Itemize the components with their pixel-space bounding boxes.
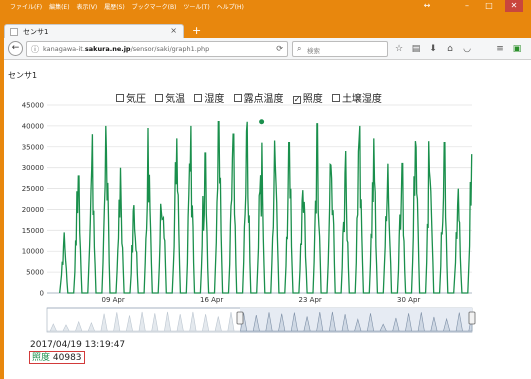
window-border xyxy=(0,12,4,379)
readout-value-box: 照度 40983 xyxy=(29,351,85,364)
y-tick-label: 40000 xyxy=(22,122,44,130)
new-tab-button[interactable]: + xyxy=(192,24,202,37)
x-axis: 09 Apr 16 Apr 23 Apr 30 Apr xyxy=(47,292,472,304)
menu-history[interactable]: 履歴(S) xyxy=(104,4,125,11)
tab-close-icon[interactable]: × xyxy=(170,26,177,35)
reload-icon[interactable]: ⟳ xyxy=(276,44,283,53)
info-icon[interactable]: ⓘ xyxy=(31,45,39,54)
y-tick-label: 35000 xyxy=(22,143,44,151)
y-tick-label: 45000 xyxy=(22,102,44,110)
navigator-area-unselected xyxy=(47,311,240,332)
illuminance-series-line xyxy=(59,121,473,294)
series-toggle-row: 気圧 気温 湿度 露点温度 ✓ 照度 土壌湿度 xyxy=(116,90,388,105)
minimize-button[interactable]: – xyxy=(465,1,469,10)
tab-sensor1[interactable]: センサ1 × xyxy=(4,24,184,38)
y-tick-label: 25000 xyxy=(22,185,44,193)
x-tick-label: 16 Apr xyxy=(200,296,223,304)
maximize-button[interactable]: □ xyxy=(485,1,493,10)
readout-date: 2017/04/19 13:19:47 xyxy=(30,340,126,350)
checkbox-box[interactable] xyxy=(116,94,124,102)
page-title: センサ1 xyxy=(8,71,38,80)
y-tick-label: 10000 xyxy=(22,248,44,256)
back-icon[interactable]: ← xyxy=(8,41,23,56)
checkbox-temperature[interactable]: 気温 xyxy=(155,90,185,105)
checkbox-dew-point[interactable]: 露点温度 xyxy=(233,90,284,105)
checkbox-box[interactable] xyxy=(331,94,340,102)
menu-tools[interactable]: ツール(T) xyxy=(183,4,210,11)
navigator-area-selected xyxy=(240,311,473,332)
y-tick-label: 15000 xyxy=(22,227,44,235)
menu-file[interactable]: ファイル(F) xyxy=(10,4,43,11)
navigator-handle-right[interactable] xyxy=(468,311,476,325)
checkbox-soil-moisture[interactable]: 土壌湿度 xyxy=(331,90,382,105)
tab-title: センサ1 xyxy=(23,28,49,36)
y-axis: 0 5000 10000 15000 20000 25000 30000 35000 40000… xyxy=(22,102,44,298)
page-icon xyxy=(10,28,18,36)
pocket-icon[interactable]: ◡ xyxy=(463,44,471,54)
illuminance-chart[interactable]: 0 5000 10000 15000 20000 25000 30000 35000 40000… xyxy=(4,100,524,338)
readout-label: 照度 xyxy=(32,353,51,363)
navigator-handle-left[interactable] xyxy=(236,311,244,325)
menu-icon[interactable]: ≡ xyxy=(496,44,504,54)
menu-bookmarks[interactable]: ブックマーク(B) xyxy=(131,4,177,11)
extension-icon[interactable]: ▣ xyxy=(512,44,522,54)
close-window-button[interactable]: ✕ xyxy=(505,0,523,12)
y-tick-label: 5000 xyxy=(26,269,44,277)
menu-help[interactable]: ヘルプ(H) xyxy=(216,4,244,11)
x-tick-label: 23 Apr xyxy=(299,296,322,304)
x-tick-label: 09 Apr xyxy=(102,296,125,304)
home-icon[interactable]: ⌂ xyxy=(447,44,453,54)
search-input[interactable]: ⌕ 検索 xyxy=(292,41,388,57)
search-icon: ⌕ xyxy=(297,44,302,53)
checkbox-box-checked[interactable]: ✓ xyxy=(292,95,301,104)
highlight-point xyxy=(259,119,265,125)
checkbox-box[interactable] xyxy=(194,94,203,102)
navigation-bar: ← ⓘ kanagawa-it.sakura.ne.jp/sensor/saki… xyxy=(4,38,531,60)
download-icon[interactable]: ⬇ xyxy=(429,44,437,54)
y-tick-label: 0 xyxy=(40,290,44,298)
checkbox-pressure[interactable]: 気圧 xyxy=(116,90,146,105)
menu-bar: ファイル(F) 編集(E) 表示(V) 履歴(S) ブックマーク(B) ツール(… xyxy=(10,2,249,11)
star-icon[interactable]: ☆ xyxy=(394,44,404,54)
x-tick-label: 30 Apr xyxy=(397,296,420,304)
menu-view[interactable]: 表示(V) xyxy=(76,4,98,11)
checkbox-box[interactable] xyxy=(155,94,164,102)
range-navigator[interactable] xyxy=(46,307,476,333)
menu-edit[interactable]: 編集(E) xyxy=(49,4,70,11)
restore-icon[interactable]: ↔ xyxy=(423,1,431,10)
reading-list-icon[interactable]: ▤ xyxy=(411,44,421,54)
checkbox-humidity[interactable]: 湿度 xyxy=(194,90,224,105)
url-text: kanagawa-it.sakura.ne.jp/sensor/saki/gra… xyxy=(43,45,210,53)
readout-value: 40983 xyxy=(52,353,82,363)
search-placeholder: 検索 xyxy=(307,47,320,55)
y-tick-label: 20000 xyxy=(22,206,44,214)
y-tick-label: 30000 xyxy=(22,164,44,172)
checkbox-box[interactable] xyxy=(233,94,242,102)
url-bar[interactable]: ⓘ kanagawa-it.sakura.ne.jp/sensor/saki/g… xyxy=(26,41,288,57)
checkbox-illuminance[interactable]: ✓ 照度 xyxy=(292,94,323,105)
window-title-bar: ファイル(F) 編集(E) 表示(V) 履歴(S) ブックマーク(B) ツール(… xyxy=(0,0,531,12)
